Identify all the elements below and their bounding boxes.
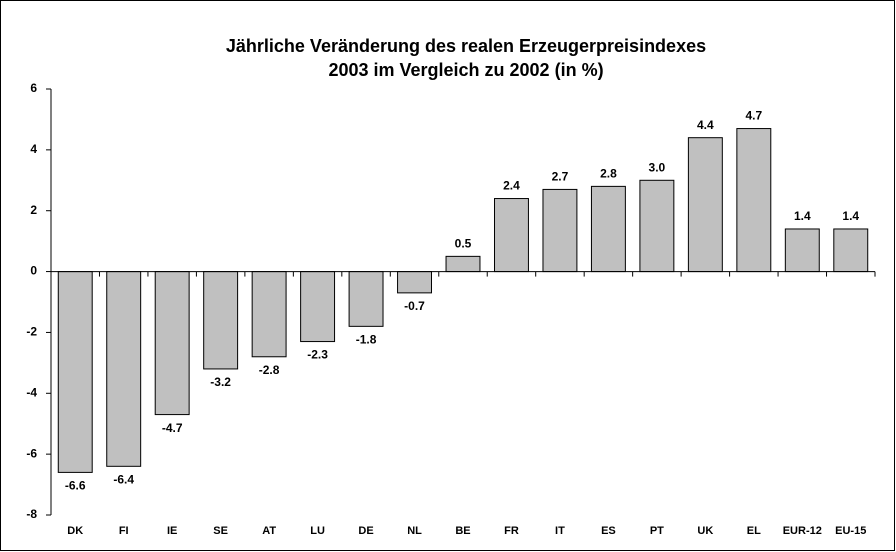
x-tick-label: AT — [262, 525, 276, 537]
bar — [833, 228, 869, 273]
bar — [106, 271, 142, 467]
x-tick-label: PT — [650, 525, 664, 537]
y-tick-label: 4 — [30, 142, 37, 156]
x-tick-label: NL — [407, 525, 422, 537]
x-tick-label: IE — [167, 525, 177, 537]
value-label: -6.6 — [65, 479, 86, 493]
y-tick-label: -6 — [26, 446, 37, 460]
value-label: -2.8 — [259, 363, 280, 377]
bar — [154, 271, 190, 416]
bar — [687, 137, 723, 273]
chart-subtitle: 2003 im Vergleich zu 2002 (in %) — [328, 60, 603, 80]
bar — [300, 271, 336, 343]
value-label: 2.8 — [600, 167, 617, 181]
value-label: 0.5 — [455, 237, 472, 251]
x-tick-label: EU-15 — [835, 525, 866, 537]
x-tick-label: BE — [455, 525, 470, 537]
bar — [639, 179, 675, 273]
bar — [494, 198, 529, 273]
value-label: 1.4 — [842, 209, 859, 223]
value-label: -3.2 — [210, 375, 231, 389]
value-label: 2.7 — [552, 170, 569, 184]
bar — [784, 228, 820, 273]
value-label: 2.4 — [503, 179, 520, 193]
value-label: -6.4 — [113, 472, 134, 486]
bar — [203, 271, 239, 370]
y-tick-label: -4 — [26, 385, 37, 399]
bar — [57, 271, 93, 473]
x-tick-label: DK — [67, 525, 83, 537]
x-tick-label: FR — [504, 525, 519, 537]
chart-title: Jährliche Veränderung des realen Erzeuge… — [226, 36, 706, 56]
bar — [397, 271, 432, 294]
value-label: -1.8 — [356, 333, 377, 347]
y-tick-label: 2 — [30, 203, 37, 217]
x-tick-label: FI — [119, 525, 129, 537]
value-label: -0.7 — [404, 299, 425, 313]
value-label: 1.4 — [794, 209, 811, 223]
bar — [542, 188, 578, 273]
x-tick-label: LU — [310, 525, 325, 537]
bar — [251, 271, 287, 358]
y-tick-label: 0 — [30, 264, 37, 278]
x-tick-label: EUR-12 — [783, 525, 822, 537]
bar — [590, 185, 626, 273]
x-tick-label: ES — [601, 525, 616, 537]
value-label: 4.7 — [745, 109, 762, 123]
x-tick-label: UK — [697, 525, 713, 537]
x-tick-label: EL — [747, 525, 761, 537]
value-label: -4.7 — [162, 421, 183, 435]
x-tick-label: DE — [358, 525, 373, 537]
value-label: 3.0 — [649, 160, 666, 174]
value-label: 4.4 — [697, 118, 714, 132]
bar — [736, 128, 772, 273]
x-tick-label: IT — [555, 525, 565, 537]
x-tick-label: SE — [213, 525, 228, 537]
bar — [445, 255, 481, 273]
y-tick-label: -2 — [26, 325, 37, 339]
y-tick-label: -8 — [26, 507, 37, 521]
value-label: -2.3 — [307, 348, 328, 362]
bar — [348, 271, 384, 327]
y-tick-label: 6 — [30, 81, 37, 95]
